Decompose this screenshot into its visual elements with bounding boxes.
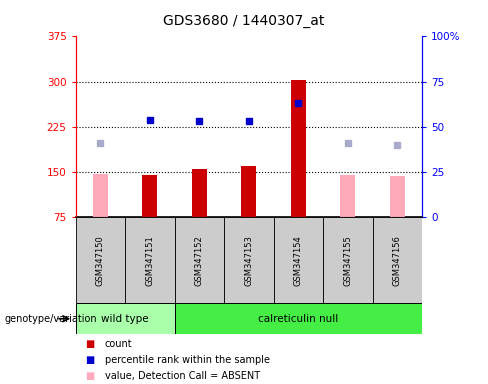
Bar (125, 217, 175, 303)
Text: GSM347151: GSM347151 (145, 235, 154, 286)
Text: wild type: wild type (102, 314, 149, 324)
Bar (341, 175, 355, 217)
Text: GSM347150: GSM347150 (96, 235, 105, 286)
Bar (373, 217, 422, 303)
Bar (76, 217, 125, 303)
Bar (390, 176, 405, 217)
Bar (142, 175, 157, 217)
Bar (274, 217, 323, 303)
Text: genotype/variation: genotype/variation (5, 314, 98, 324)
Bar (192, 169, 207, 217)
Text: GSM347154: GSM347154 (294, 235, 303, 286)
Text: ■: ■ (85, 339, 95, 349)
Bar (291, 80, 306, 217)
Text: GSM347155: GSM347155 (344, 235, 352, 286)
Bar (175, 303, 422, 334)
Bar (93, 174, 108, 217)
Text: ■: ■ (85, 355, 95, 365)
Bar (76, 303, 175, 334)
Text: value, Detection Call = ABSENT: value, Detection Call = ABSENT (105, 371, 260, 381)
Text: calreticulin null: calreticulin null (258, 314, 339, 324)
Bar (175, 217, 224, 303)
Text: percentile rank within the sample: percentile rank within the sample (105, 355, 270, 365)
Text: ■: ■ (85, 371, 95, 381)
Text: GSM347152: GSM347152 (195, 235, 204, 286)
Text: GDS3680 / 1440307_at: GDS3680 / 1440307_at (163, 14, 325, 28)
Text: GSM347153: GSM347153 (244, 235, 253, 286)
Text: GSM347156: GSM347156 (393, 235, 402, 286)
Bar (323, 217, 373, 303)
Text: count: count (105, 339, 133, 349)
Bar (224, 217, 274, 303)
Bar (242, 166, 256, 217)
